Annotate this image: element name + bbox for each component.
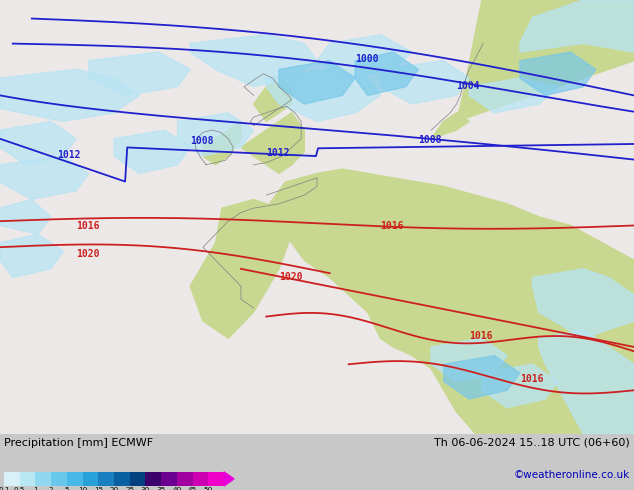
Text: 1020: 1020 [76,249,100,259]
Text: 50: 50 [204,487,213,490]
Polygon shape [178,113,254,156]
Polygon shape [0,199,51,234]
Text: 20: 20 [110,487,119,490]
Polygon shape [533,269,634,338]
Text: 35: 35 [157,487,165,490]
Text: 45: 45 [188,487,197,490]
Text: ©weatheronline.co.uk: ©weatheronline.co.uk [514,470,630,480]
Text: 0.1: 0.1 [0,487,10,490]
Bar [98,472,114,486]
Text: 1008: 1008 [190,136,214,146]
Text: 1012: 1012 [57,150,81,160]
Polygon shape [431,113,469,139]
Text: 1008: 1008 [418,135,442,145]
Polygon shape [0,70,139,122]
Bar [177,472,193,486]
Bar [4,472,20,486]
Polygon shape [355,52,418,96]
Polygon shape [482,364,558,408]
Bar [67,472,82,486]
Polygon shape [89,52,190,96]
Bar [20,472,36,486]
Text: 25: 25 [125,487,134,490]
Polygon shape [539,330,634,434]
Text: 1016: 1016 [380,221,404,231]
Text: 5: 5 [65,487,69,490]
Text: 1000: 1000 [355,54,378,65]
Text: 30: 30 [141,487,150,490]
Polygon shape [254,78,292,122]
Polygon shape [0,122,76,165]
Text: 1020: 1020 [279,271,302,282]
Polygon shape [224,472,234,486]
Bar [193,472,209,486]
Text: 1016: 1016 [520,374,543,385]
Text: Precipitation [mm] ECMWF: Precipitation [mm] ECMWF [4,438,153,448]
Polygon shape [456,0,634,122]
Polygon shape [520,0,634,52]
Text: Th 06-06-2024 15..18 UTC (06+60): Th 06-06-2024 15..18 UTC (06+60) [434,438,630,448]
Polygon shape [279,61,355,104]
Polygon shape [469,78,558,113]
Polygon shape [520,52,596,96]
Polygon shape [279,182,330,217]
Text: 1: 1 [33,487,38,490]
Text: 1012: 1012 [266,148,290,158]
Text: 1016: 1016 [469,331,493,341]
Text: 1004: 1004 [456,81,480,91]
Polygon shape [0,156,89,199]
Bar [36,472,51,486]
Text: 0.5: 0.5 [14,487,25,490]
Bar [130,472,145,486]
Bar [82,472,98,486]
Polygon shape [317,35,412,78]
Polygon shape [190,35,317,87]
Polygon shape [241,113,304,173]
Polygon shape [444,356,520,399]
Bar [145,472,161,486]
Polygon shape [266,169,634,434]
Text: 10: 10 [78,487,87,490]
Text: 40: 40 [172,487,181,490]
Polygon shape [380,61,469,104]
Polygon shape [0,234,63,277]
Bar [51,472,67,486]
Polygon shape [266,70,380,122]
Polygon shape [190,199,292,338]
Bar [209,472,224,486]
Polygon shape [114,130,190,173]
Polygon shape [431,338,507,382]
Polygon shape [203,122,241,165]
Text: 1016: 1016 [76,221,100,231]
Text: 2: 2 [49,487,53,490]
Text: 15: 15 [94,487,103,490]
Bar [114,472,130,486]
Bar [161,472,177,486]
